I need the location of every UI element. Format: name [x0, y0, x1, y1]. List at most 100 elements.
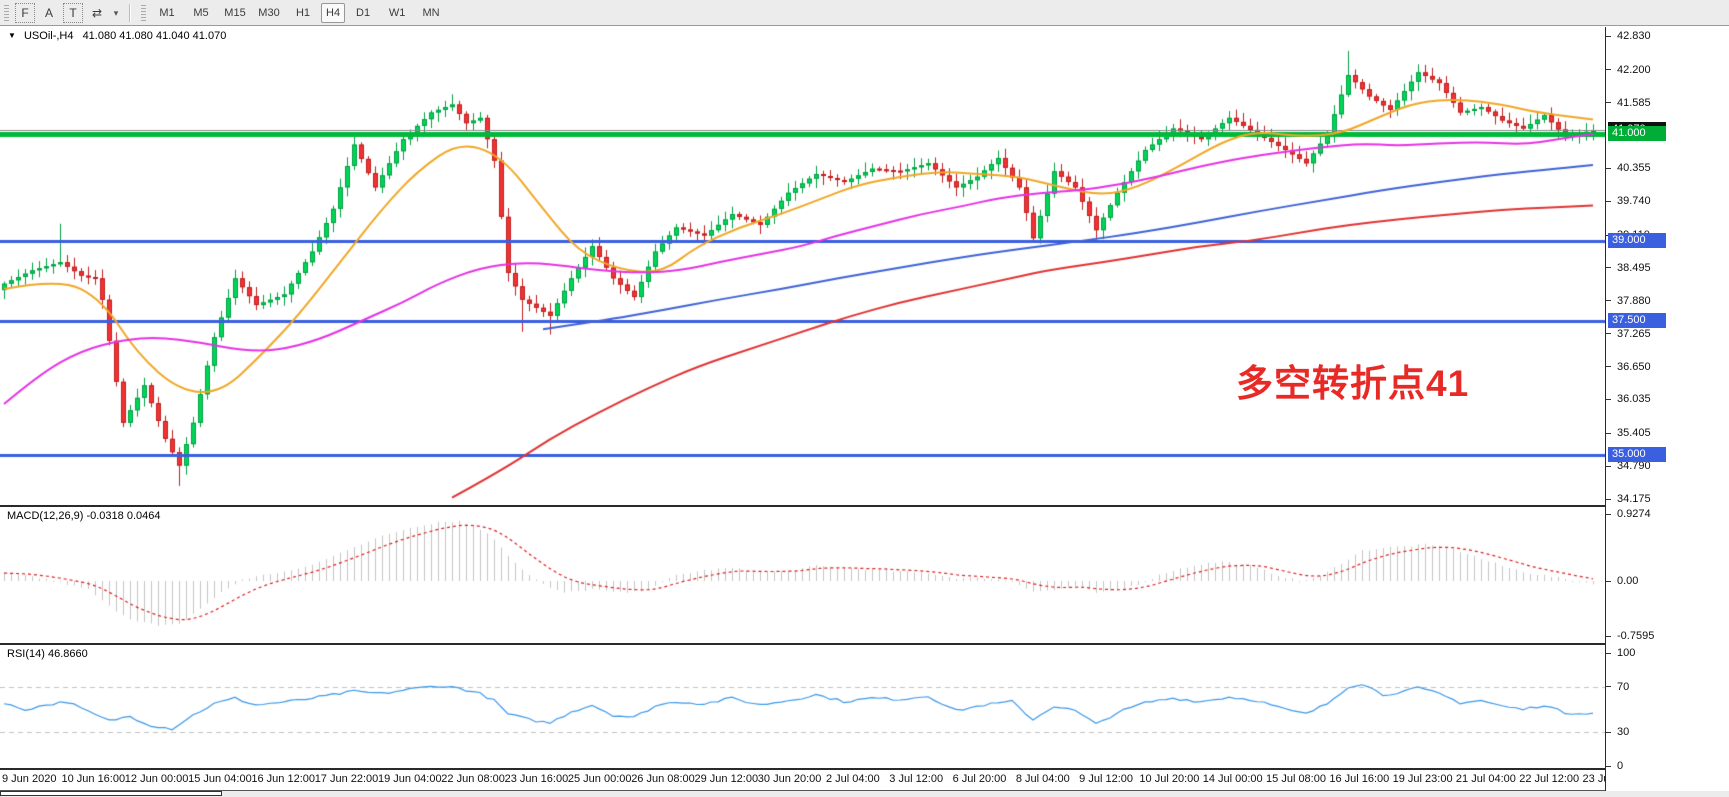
- tick-label: 36.035: [1617, 393, 1651, 406]
- tick-mark: [1606, 398, 1611, 400]
- timeline-label: 21 Jul 04:00: [1455, 773, 1516, 785]
- price-axis-tick: 39.740: [1606, 194, 1651, 208]
- timeframe-w1-button[interactable]: W1: [388, 6, 406, 19]
- timeline-label: 19 Jul 23:00: [1392, 773, 1453, 785]
- tick-label: 37.880: [1617, 294, 1651, 307]
- timeline-label: 16 Jul 16:00: [1329, 773, 1390, 785]
- panel-separator: [0, 768, 1729, 770]
- timeline-label: 30 Jun 20:00: [757, 773, 822, 785]
- panel-separator[interactable]: [0, 643, 1729, 645]
- tick-mark: [1606, 102, 1611, 104]
- price-axis-tick: 37.265: [1606, 327, 1651, 341]
- timeframe-m30-button[interactable]: M30: [258, 6, 280, 19]
- tick-mark: [1606, 498, 1611, 500]
- timeframe-m15-button[interactable]: M15: [224, 6, 246, 19]
- tick-label: 34.175: [1617, 493, 1651, 505]
- text-label-tool-icon[interactable]: A: [44, 5, 53, 20]
- timeline-label: 29 Jun 12:00: [694, 773, 759, 785]
- timeline-label: 8 Jul 04:00: [1015, 773, 1070, 785]
- timeframe-h4-button[interactable]: H4: [321, 2, 346, 23]
- time-axis[interactable]: 9 Jun 2020 10 Jun 16:00 12 Jun 00:00 15 Jun…: [0, 770, 1729, 790]
- macd-panel: MACD(12,26,9) -0.0318 0.0464: [0, 507, 1605, 643]
- timeline-label: 22 Jun 08:00: [441, 773, 505, 785]
- timeframe-h1-button[interactable]: H1: [295, 6, 311, 19]
- price-axis-tick: -0.7595: [1606, 629, 1654, 643]
- tick-mark: [1606, 167, 1611, 169]
- macd-chart-canvas[interactable]: [0, 507, 1605, 643]
- price-axis-tick: 34.790: [1606, 459, 1651, 473]
- chart-dropdown-icon[interactable]: ▼: [8, 31, 16, 40]
- timeframe-d1-button[interactable]: D1: [356, 6, 371, 19]
- chart-symbol: USOil-,H4: [23, 30, 74, 42]
- arrows-tool-icon[interactable]: ⇄: [91, 5, 103, 20]
- rsi-chart-canvas[interactable]: [0, 645, 1605, 768]
- panel-separator[interactable]: [0, 505, 1729, 507]
- tick-label: 100: [1617, 647, 1636, 659]
- tick-mark: [1606, 765, 1611, 767]
- tick-label: 70: [1617, 680, 1630, 693]
- tick-mark: [1606, 580, 1611, 582]
- price-axis-tick: 37.880: [1606, 294, 1651, 308]
- timeline-label: 25 Jun 00:00: [567, 773, 632, 785]
- price-axis-tick: 0.00: [1606, 574, 1638, 588]
- tick-label: 30: [1617, 726, 1630, 739]
- tick-label: 0.9274: [1617, 508, 1651, 520]
- price-badge: 39.000: [1608, 232, 1666, 248]
- tick-mark: [1606, 513, 1611, 515]
- annotation-text: 多空转折点41: [1236, 363, 1470, 404]
- tick-label: 0.00: [1617, 575, 1639, 588]
- tick-label: 0: [1617, 760, 1624, 772]
- timeframe-m1-button[interactable]: M1: [159, 6, 175, 19]
- arrows-dropdown-caret-icon[interactable]: ▾: [113, 7, 119, 18]
- macd-label: MACD(12,26,9) -0.0318 0.0464: [7, 510, 161, 522]
- price-axis-tick: 36.035: [1606, 392, 1651, 406]
- timeline-label: 10 Jun 16:00: [61, 773, 126, 785]
- timeline-label: 15 Jul 08:00: [1266, 773, 1326, 785]
- horizontal-scrollbar[interactable]: [0, 790, 1729, 797]
- price-axis-tick: 100: [1606, 646, 1635, 660]
- tick-mark: [1606, 686, 1611, 688]
- toolbar-grip[interactable]: [4, 4, 9, 21]
- tick-label: 40.355: [1617, 162, 1651, 175]
- timeframe-m5-button[interactable]: M5: [193, 6, 209, 19]
- price-axis[interactable]: 42.83042.20041.58540.35539.74039.11038.4…: [1605, 27, 1729, 791]
- rsi-label: RSI(14) 46.8660: [7, 648, 88, 660]
- timeline-label: 9 Jun 2020: [2, 773, 57, 785]
- tick-mark: [1606, 69, 1611, 71]
- timeframe-mn-button[interactable]: MN: [422, 6, 440, 19]
- toolbar: F A T ⇄ ▾ M1 M5 M15 M30 H1 H4 D1 W1 MN: [0, 0, 1729, 26]
- timeline-label: 10 Jul 20:00: [1139, 773, 1200, 785]
- tick-mark: [1606, 200, 1611, 202]
- tick-mark: [1606, 333, 1611, 335]
- text-box-tool-icon[interactable]: T: [63, 2, 83, 23]
- tick-mark: [1606, 300, 1611, 302]
- price-axis-tick: 0.9274: [1606, 507, 1651, 521]
- tick-label: 34.790: [1617, 460, 1651, 473]
- timeline-label: 23 Jun 16:00: [504, 773, 569, 785]
- price-axis-tick: 35.405: [1606, 426, 1651, 440]
- tick-mark: [1606, 366, 1611, 368]
- toolbar-grip[interactable]: [141, 4, 146, 21]
- tick-label: 36.650: [1617, 360, 1651, 373]
- tick-mark: [1606, 635, 1611, 637]
- chart-title: ▼ USOil-,H4 41.080 41.080 41.040 41.070: [8, 30, 226, 42]
- scrollbar-thumb[interactable]: [0, 791, 222, 796]
- timeline-label: 26 Jun 08:00: [631, 773, 695, 785]
- tick-label: 37.265: [1617, 327, 1651, 340]
- tick-mark: [1606, 267, 1611, 269]
- price-badge: 35.000: [1608, 446, 1666, 462]
- timeline-label: 2 Jul 04:00: [825, 773, 880, 785]
- tick-mark: [1606, 652, 1611, 654]
- timeline-label: 14 Jul 00:00: [1202, 773, 1263, 785]
- tick-label: 41.585: [1617, 96, 1651, 109]
- price-axis-tick: 42.200: [1606, 63, 1651, 77]
- price-axis-tick: 42.830: [1606, 29, 1651, 43]
- tick-label: 38.495: [1617, 261, 1651, 274]
- price-axis-tick: 36.650: [1606, 360, 1651, 374]
- candlestick-chart-canvas[interactable]: [0, 27, 1605, 505]
- fibonacci-tool-icon[interactable]: F: [15, 2, 35, 23]
- tick-mark: [1606, 432, 1611, 434]
- timeline-label: 17 Jun 22:00: [314, 773, 379, 785]
- tick-label: 35.405: [1617, 427, 1651, 440]
